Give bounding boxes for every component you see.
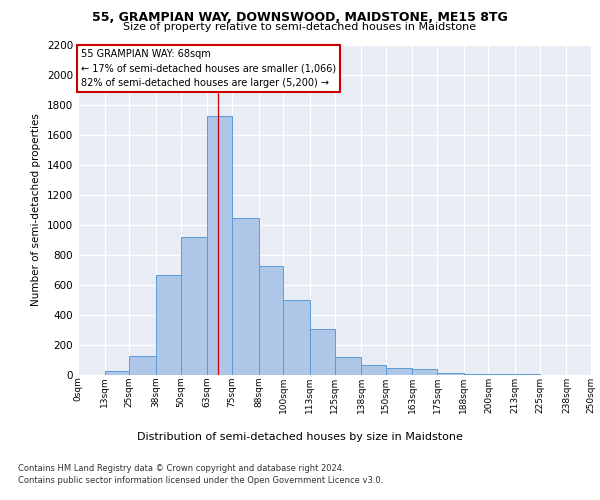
Text: Contains public sector information licensed under the Open Government Licence v3: Contains public sector information licen…: [18, 476, 383, 485]
Bar: [515, 374, 540, 375]
Bar: [104, 371, 130, 375]
Bar: [437, 373, 464, 375]
Bar: [412, 369, 437, 375]
Text: 55, GRAMPIAN WAY, DOWNSWOOD, MAIDSTONE, ME15 8TG: 55, GRAMPIAN WAY, DOWNSWOOD, MAIDSTONE, …: [92, 11, 508, 24]
Text: 55 GRAMPIAN WAY: 68sqm
← 17% of semi-detached houses are smaller (1,066)
82% of : 55 GRAMPIAN WAY: 68sqm ← 17% of semi-det…: [81, 49, 336, 88]
Bar: [488, 374, 515, 375]
Bar: [181, 237, 207, 375]
Text: Distribution of semi-detached houses by size in Maidstone: Distribution of semi-detached houses by …: [137, 432, 463, 442]
Bar: [130, 356, 156, 375]
Bar: [310, 328, 335, 375]
Bar: [361, 365, 386, 375]
Bar: [386, 368, 412, 375]
Bar: [259, 266, 283, 375]
Bar: [335, 357, 361, 375]
Bar: [232, 218, 259, 375]
Bar: [464, 374, 488, 375]
Bar: [283, 300, 310, 375]
Bar: [207, 116, 232, 375]
Y-axis label: Number of semi-detached properties: Number of semi-detached properties: [31, 114, 41, 306]
Text: Contains HM Land Registry data © Crown copyright and database right 2024.: Contains HM Land Registry data © Crown c…: [18, 464, 344, 473]
Text: Size of property relative to semi-detached houses in Maidstone: Size of property relative to semi-detach…: [124, 22, 476, 32]
Bar: [156, 275, 181, 375]
